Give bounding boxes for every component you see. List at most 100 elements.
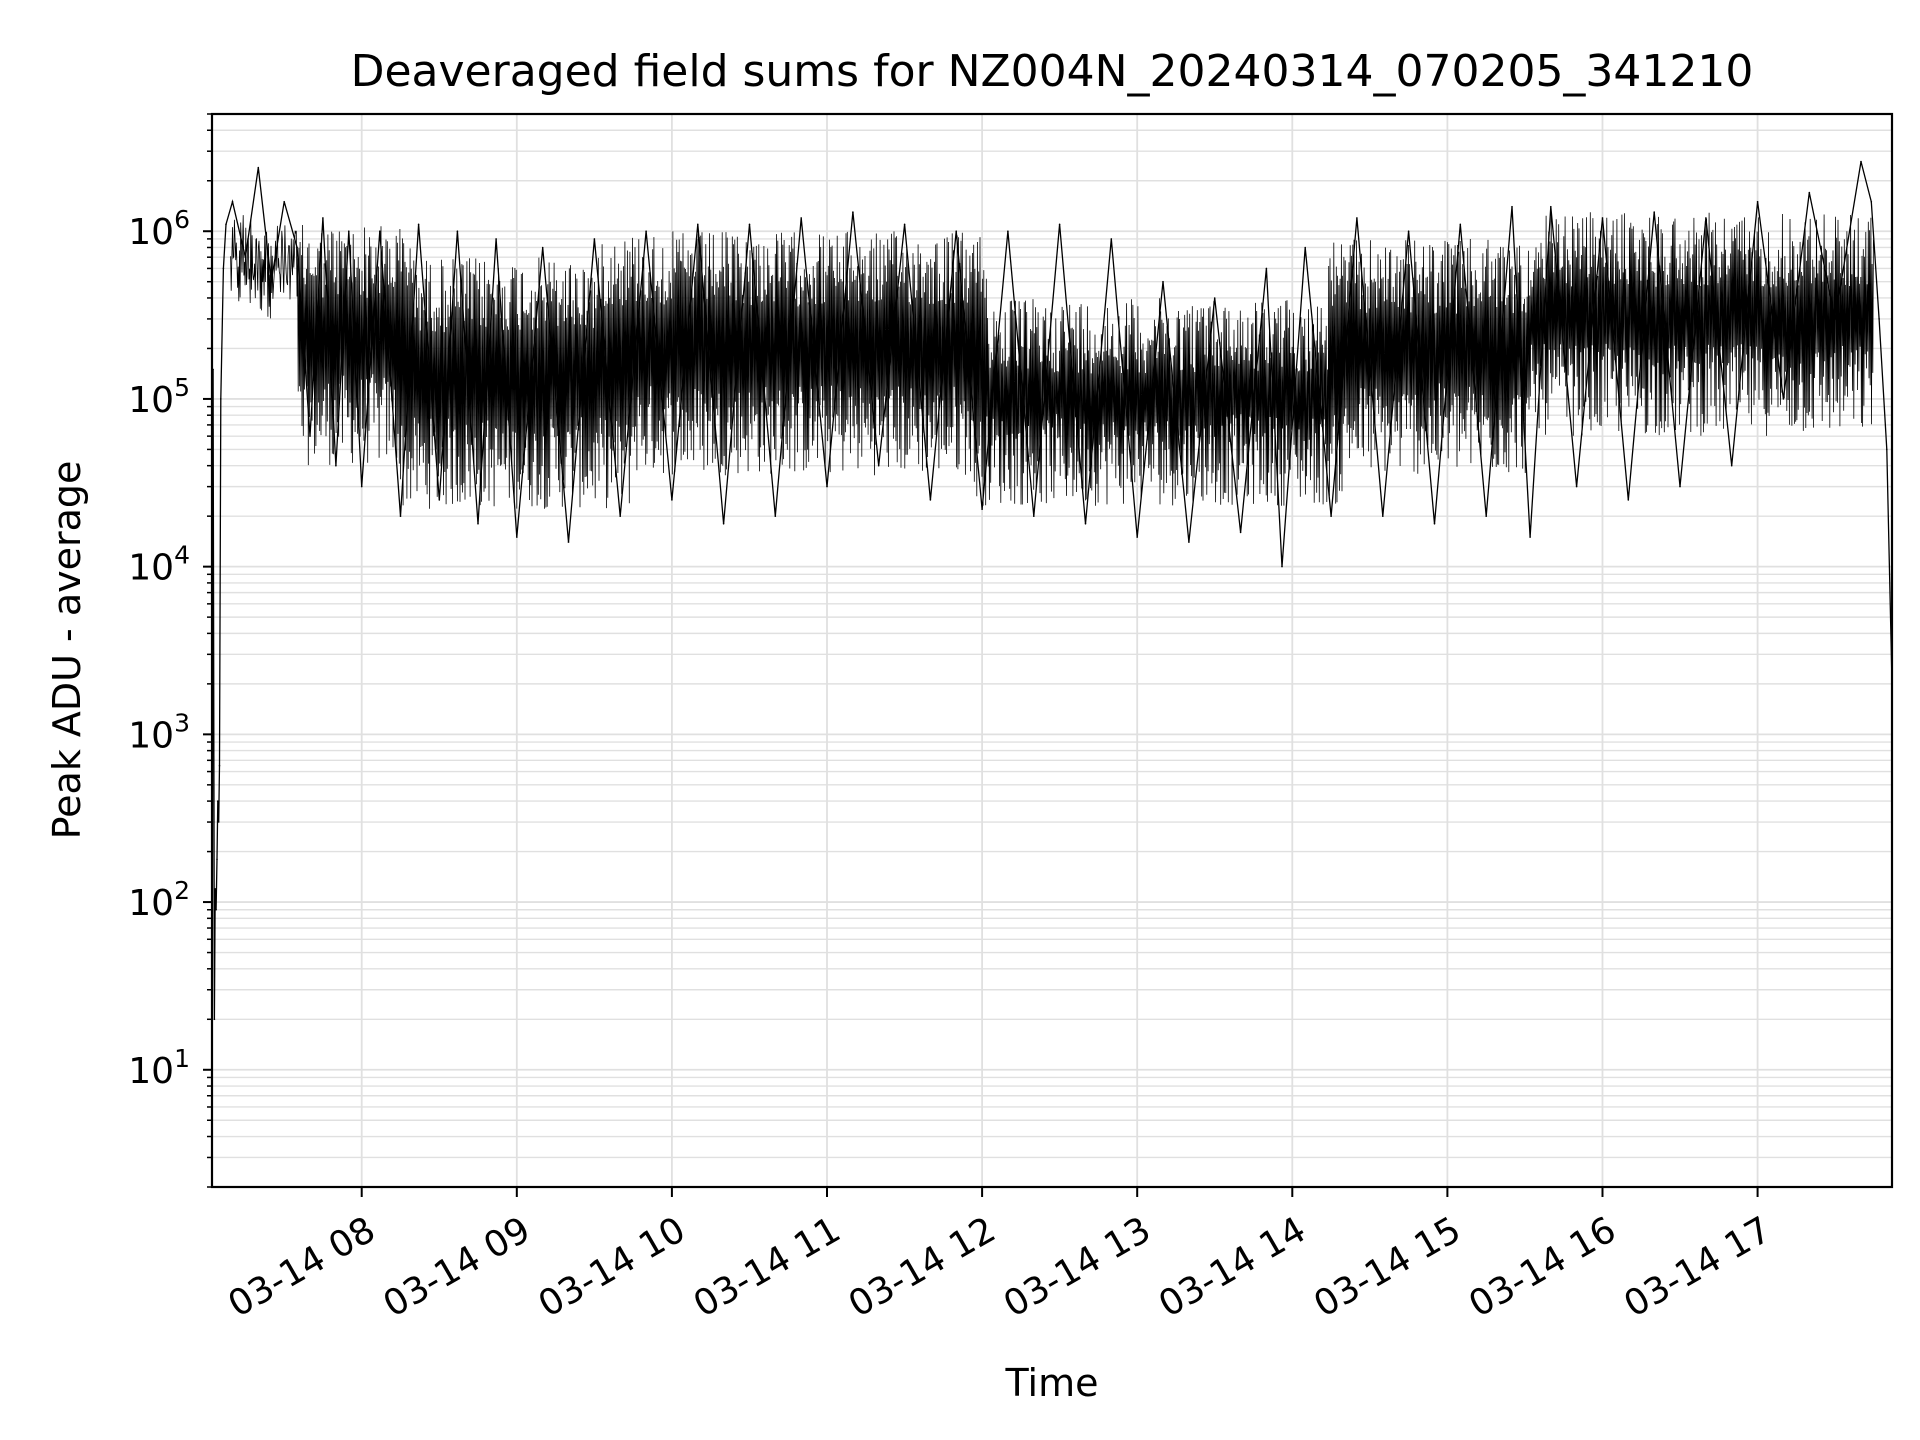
data-point — [1239, 531, 1242, 534]
data-point — [1459, 223, 1462, 226]
data-point — [222, 267, 225, 270]
data-point — [1281, 565, 1283, 568]
data-point — [1162, 280, 1164, 283]
data-point — [1382, 515, 1384, 517]
data-point — [218, 764, 221, 767]
data-point — [348, 230, 350, 232]
data-point — [213, 1018, 216, 1021]
data-point — [335, 464, 337, 467]
data-point — [296, 246, 298, 249]
data-point — [1007, 230, 1009, 232]
data-point — [257, 166, 260, 169]
data-point — [929, 499, 932, 501]
data-point — [1730, 464, 1733, 467]
data-point — [697, 223, 699, 226]
data-point — [1084, 523, 1087, 525]
data-point — [1550, 205, 1552, 208]
data-point — [567, 541, 570, 543]
data-point — [774, 515, 777, 517]
data-point — [671, 499, 673, 501]
data-point — [244, 256, 247, 259]
y-tick-label: 105 — [128, 373, 190, 421]
data-point — [438, 499, 441, 501]
data-point — [903, 223, 906, 226]
x-axis-label: Time — [1005, 1361, 1099, 1405]
data-point — [1110, 238, 1113, 240]
data-point — [477, 523, 479, 525]
y-tick-label: 103 — [128, 708, 190, 756]
data-point — [1679, 485, 1681, 488]
data-point — [225, 223, 227, 226]
data-point — [852, 211, 854, 213]
data-point — [495, 238, 497, 240]
y-axis-label: Peak ADU - average — [45, 461, 89, 840]
y-tick-label: 104 — [128, 541, 190, 589]
data-point — [877, 464, 880, 467]
data-point — [1485, 515, 1487, 517]
data-point — [417, 223, 420, 226]
series-line — [211, 160, 1893, 1138]
data-point — [516, 536, 518, 538]
data-point — [283, 200, 286, 203]
data-point — [220, 398, 222, 400]
data-point — [1330, 515, 1332, 517]
data-point — [748, 223, 751, 226]
data-point — [800, 217, 802, 219]
data-point — [309, 435, 311, 437]
data-point — [1511, 205, 1513, 208]
data-point — [456, 230, 459, 232]
series-band — [230, 212, 1874, 509]
data-point — [1356, 217, 1358, 219]
y-tick-label: 106 — [128, 205, 190, 253]
data-point — [541, 246, 544, 249]
plot-frame — [210, 112, 1894, 1189]
data-point — [1304, 246, 1306, 249]
data-point — [1265, 267, 1268, 270]
data-point — [1860, 160, 1862, 163]
data-point — [216, 858, 218, 861]
data-point — [231, 200, 234, 203]
data-point — [1188, 541, 1190, 543]
data-point — [1653, 211, 1655, 213]
data-point — [1808, 191, 1811, 194]
chart-title: Deaveraged field sums for NZ004N_2024031… — [351, 46, 1754, 97]
data-point — [217, 821, 220, 823]
series-path — [211, 161, 1893, 1137]
data-point — [217, 800, 219, 802]
data-point — [322, 217, 324, 219]
data-point — [399, 515, 402, 517]
y-axis: 101 102 103 104 105 106 — [128, 113, 212, 1188]
data-point — [1878, 318, 1880, 320]
data-point — [360, 485, 363, 488]
data-point — [1886, 448, 1888, 451]
x-tick-label: 03-14 12 — [842, 1209, 1003, 1325]
data-point — [619, 515, 621, 517]
data-point — [826, 485, 828, 488]
data-point — [1834, 318, 1836, 320]
data-point — [1627, 499, 1630, 501]
x-tick-label: 03-14 17 — [1617, 1209, 1778, 1325]
x-tick-label: 03-14 08 — [222, 1209, 383, 1325]
data-point — [1870, 200, 1873, 203]
data-noise — [230, 212, 1874, 509]
data-point — [1529, 536, 1531, 538]
data-point — [722, 523, 725, 525]
data-point — [1033, 515, 1035, 517]
data-point — [1433, 523, 1436, 525]
x-tick-label: 03-14 10 — [532, 1209, 693, 1325]
data-point — [1705, 217, 1707, 219]
data-point — [1575, 485, 1578, 488]
data-point — [379, 230, 381, 232]
y-tick-label: 102 — [128, 876, 190, 924]
data-point — [955, 230, 957, 232]
x-tick-label: 03-14 14 — [1152, 1209, 1313, 1325]
data-point — [1213, 297, 1216, 299]
x-tick-label: 03-14 16 — [1462, 1209, 1623, 1325]
data-point — [1756, 200, 1759, 203]
data-point — [981, 508, 983, 511]
x-tick-label: 03-14 13 — [997, 1209, 1158, 1325]
y-tick-label: 101 — [128, 1044, 190, 1092]
x-tick-label: 03-14 11 — [687, 1209, 848, 1325]
